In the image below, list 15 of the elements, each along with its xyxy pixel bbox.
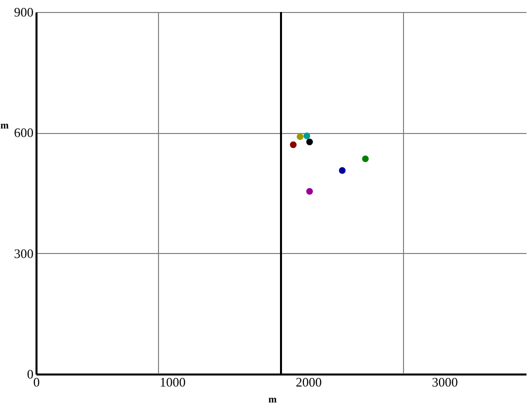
x-axis-title: m xyxy=(268,394,278,406)
x-tick-label: 1000 xyxy=(160,374,186,390)
y-tick-label: 300 xyxy=(14,246,34,261)
point xyxy=(290,141,297,148)
y-axis-title: m xyxy=(0,120,10,132)
x-tick-label: 3000 xyxy=(432,374,458,390)
point xyxy=(304,132,310,140)
x-tick-label: 2000 xyxy=(296,374,322,390)
point xyxy=(306,188,313,195)
point xyxy=(296,133,304,140)
y-tick-label: 900 xyxy=(14,4,34,20)
point xyxy=(306,138,313,146)
y-tick-label: 600 xyxy=(14,125,34,140)
point xyxy=(362,155,369,162)
point xyxy=(338,167,346,174)
